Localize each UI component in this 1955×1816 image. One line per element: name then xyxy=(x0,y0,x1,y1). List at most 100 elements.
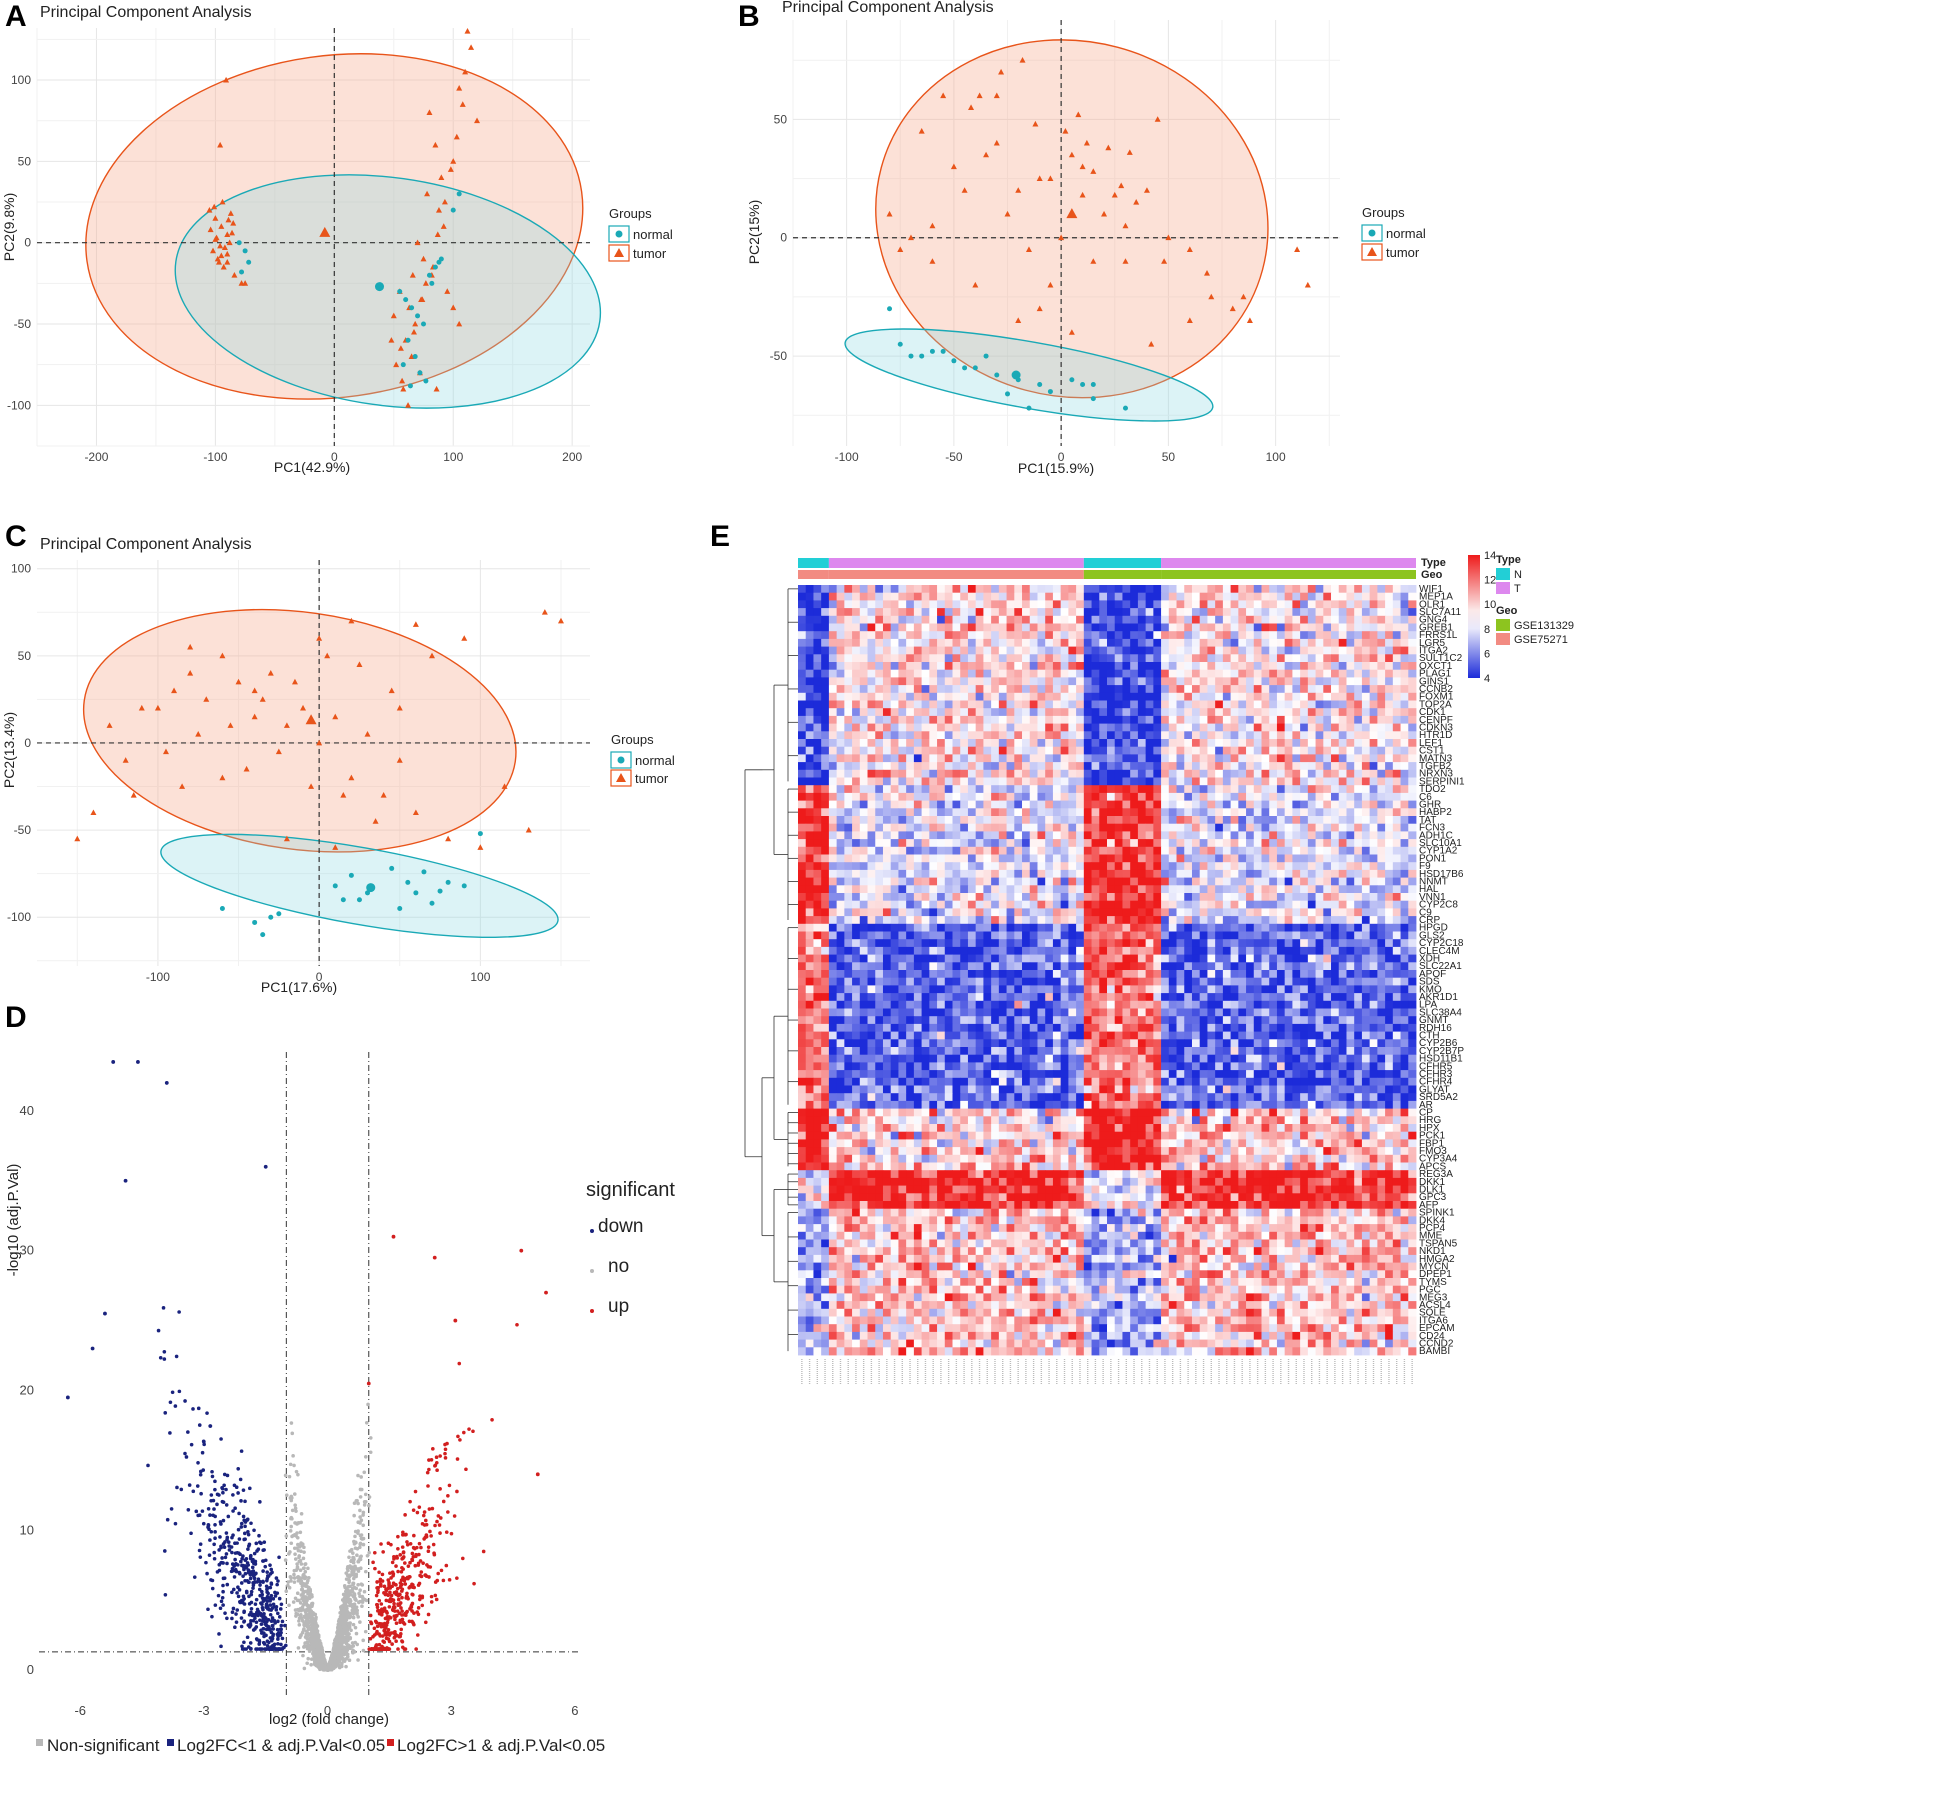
heatmap-cell xyxy=(1385,739,1394,748)
heatmap-cell xyxy=(1145,615,1154,624)
heatmap-cell xyxy=(1246,685,1255,694)
heatmap-cell xyxy=(1253,654,1262,663)
heatmap-cell xyxy=(1408,662,1417,671)
heatmap-cell xyxy=(1099,677,1108,686)
heatmap-cell xyxy=(1199,746,1208,755)
heatmap-cell xyxy=(1022,731,1031,740)
volcano-point-up xyxy=(427,1507,432,1511)
heatmap-cell xyxy=(1346,631,1355,640)
volcano-point-down xyxy=(253,1579,257,1584)
volcano-point-ns xyxy=(354,1566,359,1571)
heatmap-cell xyxy=(1145,692,1154,701)
pca-c-point-tumor xyxy=(106,722,113,728)
pca-a-point-tumor xyxy=(206,206,213,213)
volcano-point-down xyxy=(239,1521,244,1526)
heatmap-cell xyxy=(1253,631,1262,640)
volcano-point-ns xyxy=(284,1493,289,1498)
volcano-point-down xyxy=(236,1585,240,1590)
pca-a-legend-normal-marker xyxy=(615,230,623,238)
volcano-point-ns xyxy=(352,1557,356,1562)
heatmap-cell xyxy=(1377,669,1386,678)
pca-b-plot-bg xyxy=(793,20,1340,446)
volcano-ytick: 10 xyxy=(20,1522,34,1537)
pca-a-point-tumor xyxy=(409,272,416,278)
heatmap-cell xyxy=(1153,708,1162,717)
heatmap-cell xyxy=(1014,746,1023,755)
heatmap-cell xyxy=(1307,715,1316,724)
volcano-point-ns xyxy=(336,1656,340,1661)
heatmap-cell xyxy=(921,677,930,686)
heatmap-cell xyxy=(1215,638,1224,647)
volcano-point-ns xyxy=(287,1603,291,1608)
heatmap-cell xyxy=(1029,638,1038,647)
heatmap-cell xyxy=(1222,731,1232,740)
heatmap-cell xyxy=(906,662,915,671)
heatmap-cell xyxy=(1029,754,1038,763)
heatmap-cell xyxy=(798,623,807,632)
heatmap-cell xyxy=(1060,700,1069,709)
heatmap-cell xyxy=(1408,615,1417,624)
volcano-point-up xyxy=(375,1586,379,1590)
heatmap-cell xyxy=(1361,592,1371,601)
heatmap-cell xyxy=(1207,715,1216,724)
volcano-point-down xyxy=(186,1430,190,1434)
pca-b-point-normal xyxy=(897,341,903,347)
heatmap-cell xyxy=(1199,592,1208,601)
heatmap-cell xyxy=(1052,739,1062,748)
heatmap-cell xyxy=(1052,731,1062,740)
heatmap-cell xyxy=(1230,769,1239,778)
heatmap-cell xyxy=(1184,685,1193,694)
heatmap-cell xyxy=(1361,608,1371,617)
heatmap-cell xyxy=(828,646,838,655)
pca-a-point-tumor xyxy=(217,242,224,249)
heatmap-cell xyxy=(1168,662,1177,671)
heatmap-cell xyxy=(1022,585,1031,594)
heatmap-cell xyxy=(1215,769,1224,778)
heatmap-cell xyxy=(1161,746,1170,755)
volcano-point-down xyxy=(249,1589,254,1594)
heatmap-cell xyxy=(1107,631,1116,640)
heatmap-cell xyxy=(1207,631,1216,640)
pca-a-point-normal xyxy=(456,191,462,197)
heatmap-cell xyxy=(1052,662,1062,671)
heatmap-cell xyxy=(1338,754,1347,763)
heatmap-cell xyxy=(983,739,992,748)
heatmap-cell xyxy=(1269,669,1278,678)
heatmap-cell xyxy=(1238,708,1247,717)
volcano-point-down xyxy=(266,1595,271,1600)
heatmap-cell xyxy=(1045,769,1054,778)
volcano-point-ns xyxy=(307,1649,312,1653)
heatmap-cell xyxy=(906,723,915,732)
heatmap-cell xyxy=(1246,608,1255,617)
heatmap-cell xyxy=(960,615,969,624)
heatmap-cell xyxy=(1137,669,1147,678)
heatmap-cell xyxy=(1052,754,1062,763)
heatmap-cell xyxy=(906,608,915,617)
heatmap-cell xyxy=(913,692,923,701)
heatmap-cell xyxy=(1083,585,1092,594)
volcano-point-up xyxy=(389,1542,393,1547)
heatmap-cell xyxy=(1346,654,1355,663)
volcano-point-up xyxy=(433,1463,438,1468)
volcano-point-ns xyxy=(290,1508,295,1513)
heatmap-cell xyxy=(898,677,907,686)
heatmap-cell xyxy=(1230,677,1239,686)
heatmap-cell xyxy=(1261,623,1270,632)
pca-b-point-tumor xyxy=(968,104,975,110)
pca-c-ellipse-normal xyxy=(160,833,559,939)
volcano-point-ns xyxy=(295,1536,300,1540)
heatmap-cell xyxy=(1037,646,1046,655)
pca-a-point-tumor xyxy=(419,296,426,303)
heatmap-cell xyxy=(1107,677,1116,686)
heatmap-cell xyxy=(1269,715,1278,724)
volcano-point-up xyxy=(395,1556,399,1560)
heatmap-cell xyxy=(1276,739,1286,748)
heatmap-cell xyxy=(1207,585,1216,594)
heatmap-cell xyxy=(1246,631,1255,640)
heatmap-cell xyxy=(1284,739,1293,748)
volcano-point-ns xyxy=(293,1503,297,1507)
heatmap-cell xyxy=(1307,754,1316,763)
heatmap-cell xyxy=(1331,662,1340,671)
heatmap-cell xyxy=(1246,585,1255,594)
heatmap-cell xyxy=(913,638,923,647)
